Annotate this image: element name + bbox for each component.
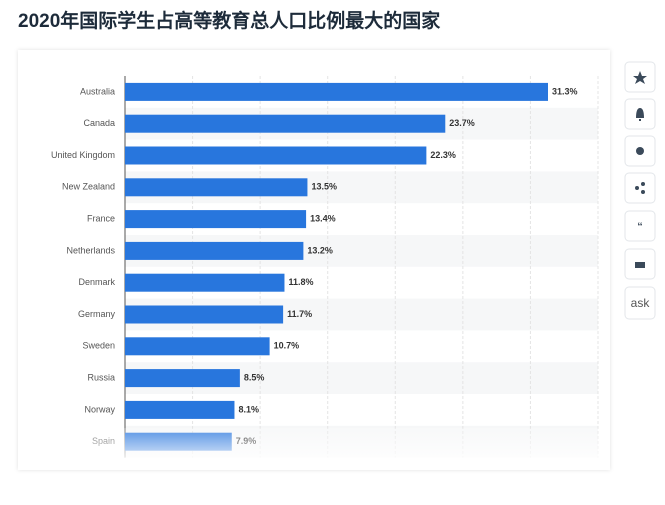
star-icon [633,71,647,84]
bar [125,305,284,324]
value-label: 11.7% [287,309,312,319]
bell-icon [636,108,644,121]
sidebar-icons: “ ask [631,71,651,310]
share-button[interactable] [624,172,656,204]
value-label: 8.1% [238,404,259,414]
value-label: 22.3% [430,150,456,160]
share-icon [641,182,645,186]
ask-button[interactable] [624,286,656,320]
value-label: 13.2% [307,245,333,255]
y-tick-label: New Zealand [62,182,115,192]
y-tick-label: United Kingdom [51,150,115,160]
bar [125,82,548,101]
sidebar [624,61,656,320]
value-label: 23.7% [449,118,475,128]
bar [125,210,307,229]
y-tick-label: Germany [78,309,116,319]
y-tick-label: Sweden [82,341,115,351]
share-icon [635,186,639,190]
y-tick-label: Denmark [78,277,115,287]
bar [125,178,308,197]
value-label: 10.7% [274,341,300,351]
bar [125,241,304,260]
gear-icon [636,147,644,155]
quote-icon: “ [637,221,643,233]
y-tick-label: Netherlands [66,245,115,255]
fade [20,428,608,468]
y-tick-label: France [87,213,115,223]
y-tick-label: Norway [84,404,115,414]
value-label: 31.3% [552,86,578,96]
cite-button[interactable] [624,210,656,242]
value-label: 13.4% [310,213,336,223]
bar [125,369,240,388]
ask-label: ask [631,296,651,310]
y-tick-label: Canada [83,118,115,128]
y-tick-label: Russia [87,372,115,382]
bar [125,114,446,133]
bar [125,146,427,165]
bar [125,273,285,292]
share-icon [641,190,645,194]
chart-title: 2020年国际学生占高等教育总人口比例最大的国家 [18,9,441,32]
value-label: 8.5% [244,372,265,382]
print-icon [635,262,645,268]
bar [125,337,270,356]
value-label: 13.5% [311,182,337,192]
bar [125,400,235,419]
value-label: 11.8% [288,277,313,287]
y-tick-label: Australia [80,86,115,96]
plot: Australia 31.3% Canada 23.7% United Kingdom 2… [51,76,599,458]
